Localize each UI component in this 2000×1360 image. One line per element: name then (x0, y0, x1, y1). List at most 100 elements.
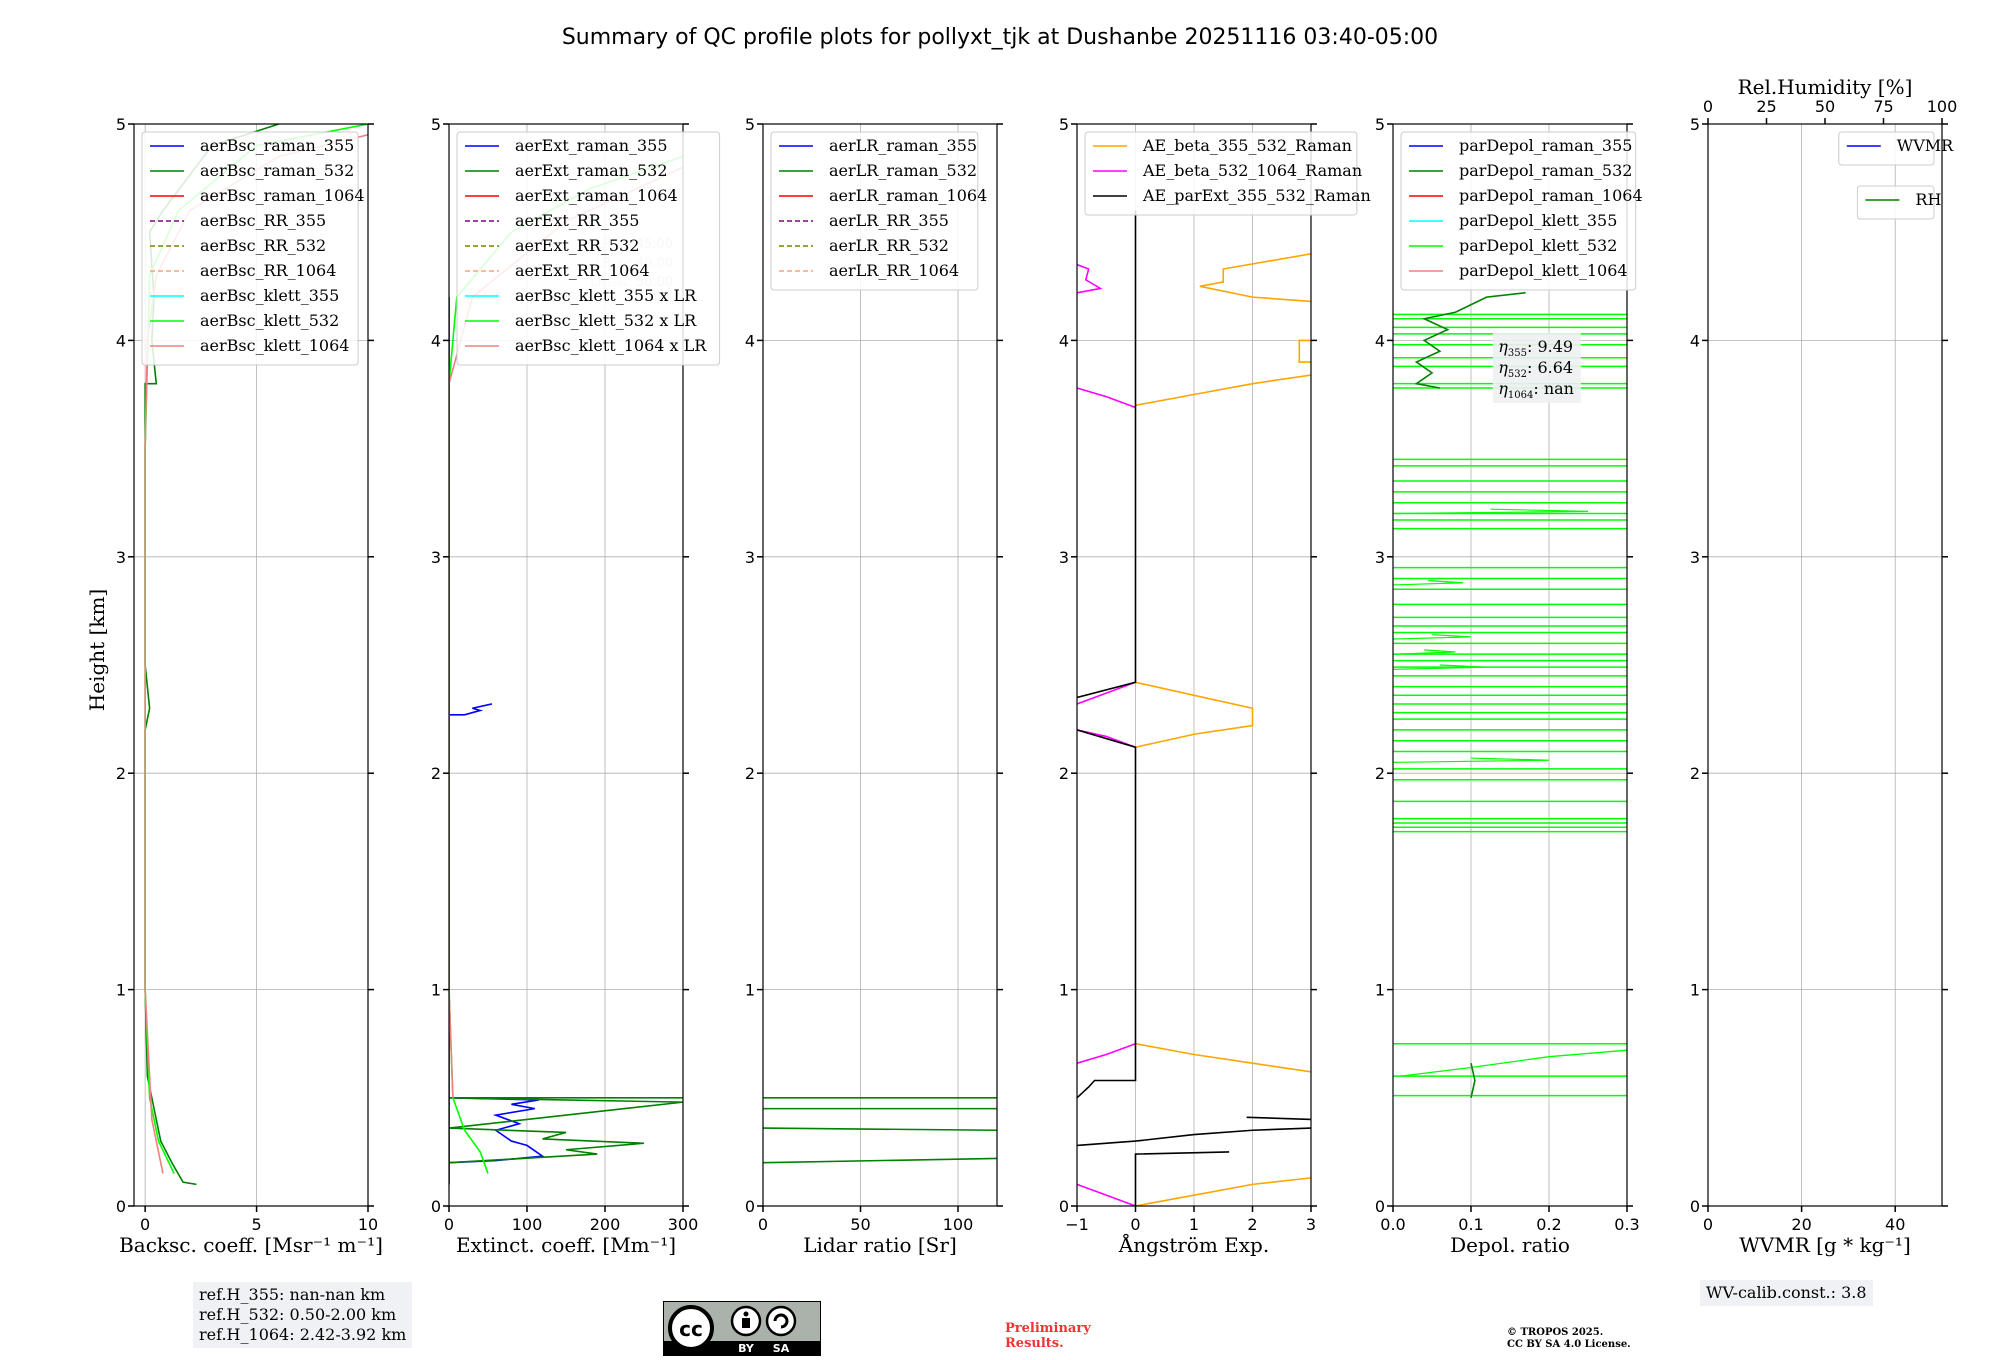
y-tick-label: 0 (1375, 1197, 1385, 1216)
y-tick-label: 1 (1375, 981, 1385, 1000)
x-axis-label: Extinct. coeff. [Mm⁻¹] (456, 1233, 676, 1257)
legend-entry: parDepol_klett_532 (1459, 236, 1617, 255)
legend-entry: aerBsc_raman_532 (200, 161, 354, 180)
y-tick-label: 0 (1690, 1197, 1700, 1216)
legend-entry: aerBsc_raman_355 (200, 136, 354, 155)
copyright-note: © TROPOS 2025. CC BY SA 4.0 License. (1507, 1327, 1631, 1351)
y-tick-label: 1 (1059, 981, 1069, 1000)
series-AE_beta_355_532_Raman_d (1135, 374, 1311, 407)
legend-entry: aerBsc_RR_1064 (200, 261, 336, 280)
panel-lidar_ratio: 0 50 100 0 1 2 3 4 5 Lidar ratio [Sr] aerLR_raman_… (745, 115, 1003, 1257)
series-AE_beta_532_1064_Raman_e (1077, 387, 1136, 409)
data-layer (1077, 210, 1311, 1206)
legend-entry: AE_beta_532_1064_Raman (1142, 161, 1362, 180)
y-tick-label: 3 (431, 548, 441, 567)
axes-frame (1707, 123, 1943, 1207)
depol-klett-532-spur (1393, 634, 1472, 640)
panel-depol: 0.0 0.1 0.2 0.3 0 1 2 3 4 5 Depol. ratio parDepol_r… (1375, 115, 1643, 1257)
series-AE_beta_355_532_Raman_e (1298, 339, 1311, 363)
legend-entry: aerBsc_RR_532 (200, 236, 326, 255)
top-x-axis-label: Rel.Humidity [%] (1738, 75, 1913, 99)
ref-h-1064: ref.H_1064: 2.42-3.92 km (199, 1325, 407, 1344)
legend-entry: aerExt_RR_1064 (515, 261, 650, 280)
data-layer (1393, 291, 1627, 1098)
y-tick-label: 2 (1690, 764, 1700, 783)
legend-entry: aerBsc_klett_532 (200, 311, 339, 330)
x-axis-label: Backsc. coeff. [Msr⁻¹ m⁻¹] (119, 1233, 383, 1257)
y-tick-label: 5 (116, 115, 126, 134)
y-tick-label: 3 (1059, 548, 1069, 567)
series-AE_parExt_355_532_Raman_c (1246, 1116, 1311, 1121)
x-axis-label: Lidar ratio [Sr] (803, 1233, 957, 1257)
copyright-line-2: CC BY SA 4.0 License. (1507, 1339, 1631, 1350)
depol-klett-532-spur (1393, 664, 1487, 670)
y-tick-label: 2 (116, 764, 126, 783)
x-axis-label: WVMR [g * kg⁻¹] (1739, 1233, 1911, 1257)
y-tick-label: 1 (116, 981, 126, 1000)
legend-entry: aerBsc_klett_355 x LR (515, 286, 697, 305)
sa-label: SA (773, 1342, 790, 1355)
y-tick-label: 5 (1375, 115, 1385, 134)
eta-value: η1064: nan (1498, 379, 1574, 401)
top-x-tick-label: 50 (1815, 97, 1835, 116)
wv-calib-box: WV-calib.const.: 3.8 (1700, 1280, 1873, 1306)
legend-frame (770, 131, 979, 291)
y-tick-label: 4 (431, 331, 441, 350)
legend-entry: aerLR_raman_1064 (829, 186, 987, 205)
x-tick-label: 40 (1885, 1215, 1905, 1234)
eta-box-bg (1492, 333, 1581, 403)
y-tick-label: 5 (431, 115, 441, 134)
legend-entry: parDepol_raman_355 (1459, 136, 1632, 155)
x-tick-label: 0 (758, 1215, 768, 1234)
top-x-tick-label: 0 (1703, 97, 1713, 116)
series-AE_beta_355_532_Raman_b (1135, 1042, 1311, 1073)
top-x-tick-label: 25 (1756, 97, 1776, 116)
x-tick-label: 20 (1791, 1215, 1811, 1234)
series-AE_beta_355_532_Raman_f (1199, 253, 1311, 303)
series-parDepol_raman_532b (1414, 291, 1526, 389)
legend-entry: aerBsc_klett_1064 (200, 336, 349, 355)
legend: aerBsc_raman_355 aerBsc_raman_532 aerBsc_r… (141, 131, 365, 366)
legend-entry: aerExt_raman_1064 (515, 186, 678, 205)
y-tick-label: 4 (1059, 331, 1069, 350)
legend-entry: RH (1915, 190, 1941, 209)
series-aerLR_raman_532b (763, 1127, 997, 1132)
legend-entry: aerExt_RR_355 (515, 211, 639, 230)
reference-height-box: ref.H_355: nan-nan km ref.H_532: 0.50-2.… (193, 1282, 413, 1348)
x-tick-label: 0.0 (1380, 1215, 1405, 1234)
depol-klett-532-spur (1393, 508, 1589, 515)
y-tick-label: 0 (745, 1197, 755, 1216)
x-tick-label: 3 (1306, 1215, 1316, 1234)
y-tick-label: 2 (1059, 764, 1069, 783)
legend-entry: aerExt_RR_532 (515, 236, 639, 255)
sa-icon (765, 1305, 797, 1337)
axes-frame (1392, 123, 1628, 1207)
y-tick-label: 5 (1690, 115, 1700, 134)
y-tick-label: 0 (1059, 1197, 1069, 1216)
wv-calib-const: WV-calib.const.: 3.8 (1706, 1283, 1867, 1302)
y-tick-label: 2 (1375, 764, 1385, 783)
legend-entry: parDepol_klett_1064 (1459, 261, 1628, 280)
axes-frame (448, 123, 684, 1207)
y-tick-label: 2 (745, 764, 755, 783)
series-AE_beta_532_1064_Raman_b (1077, 1042, 1136, 1064)
legend-entry: aerLR_RR_532 (829, 236, 949, 255)
x-axis-label: Depol. ratio (1450, 1233, 1570, 1257)
y-tick-label: 0 (431, 1197, 441, 1216)
depol-klett-532-spur (1393, 649, 1456, 655)
preliminary-line-2: Results. (1005, 1336, 1064, 1351)
y-tick-label: 4 (1375, 331, 1385, 350)
y-tick-label: 4 (116, 331, 126, 350)
cc-icon (668, 1305, 714, 1351)
top-x-tick-label: 75 (1873, 97, 1893, 116)
legend: aerExt_raman_355 aerExt_raman_532 aerExt_r… (456, 131, 721, 366)
series-AE_parExt_355_532_Raman_d (1077, 729, 1137, 1099)
x-tick-label: 10 (358, 1215, 378, 1234)
legend-rh: RH (1856, 185, 1941, 220)
x-tick-label: 100 (512, 1215, 543, 1234)
cc-icon-label: cc (679, 1317, 703, 1341)
series-aerExt_raman_532 (449, 1097, 683, 1164)
